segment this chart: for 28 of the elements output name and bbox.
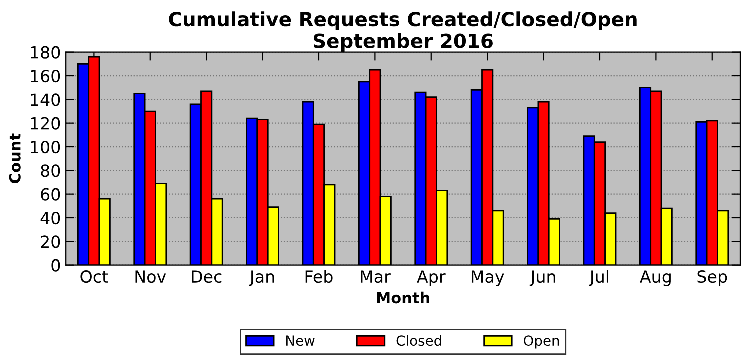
x-tick-label: Sep [698,270,728,286]
x-tick-label: Jan [249,270,274,286]
x-tick-label: May [472,270,504,286]
y-axis-title: Count [9,134,21,184]
y-tick-label: 140 [31,94,60,106]
x-tick-label: Nov [136,270,166,284]
y-tick-label: 160 [31,70,60,83]
x-tick-label: Jul [589,270,608,286]
x-tick-label: Mar [361,270,391,284]
y-tick-label: 0 [52,259,60,272]
x-tick-label: Oct [80,270,108,284]
legend-label: Closed [396,335,442,346]
y-tick-label: 180 [31,46,60,59]
x-axis-title: Month [377,292,430,304]
legend-label: New [286,336,315,346]
y-tick-label: 120 [31,117,60,130]
x-tick-label: Feb [306,270,333,284]
y-tick-label: 80 [41,164,60,178]
x-tick-label: Apr [417,270,446,286]
y-tick-label: 40 [40,212,60,225]
x-tick-label: Aug [640,270,671,286]
chart-title: Cumulative Requests Created/Closed/Open September 2016 [169,12,637,52]
y-tick-label: 20 [41,236,60,248]
x-tick-label: Dec [192,270,222,284]
x-tick-label: Jun [530,270,556,286]
legend-label: Open [524,336,560,349]
y-tick-label: 100 [31,140,60,154]
y-tick-label: 60 [41,188,60,201]
